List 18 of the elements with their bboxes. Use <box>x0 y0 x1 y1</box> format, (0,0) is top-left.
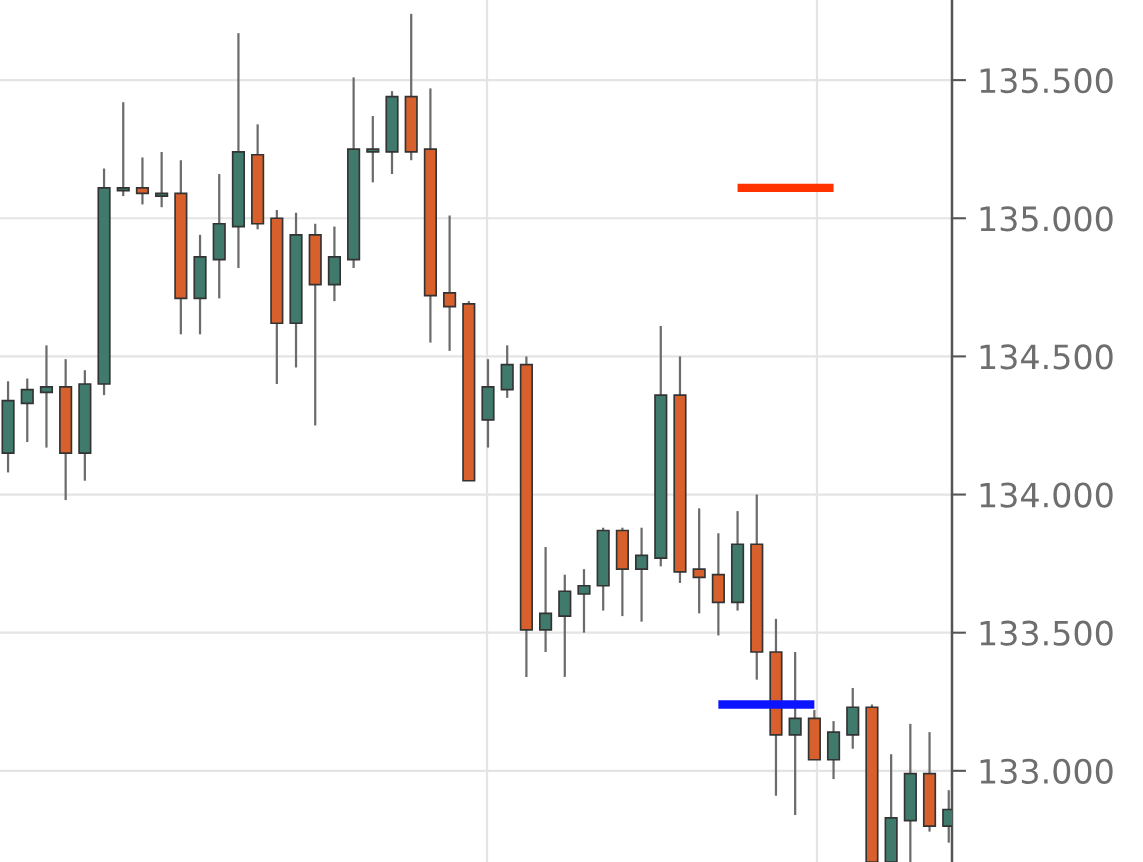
candlestick <box>538 545 553 654</box>
candlestick <box>788 650 802 817</box>
candlestick <box>634 526 649 623</box>
candlestick <box>135 156 150 206</box>
candlestick <box>155 150 169 209</box>
y-tick-label: 135.500 <box>980 68 1113 94</box>
y-tick-label: 134.000 <box>980 482 1113 508</box>
candlestick <box>366 114 380 184</box>
y-tick-label: 133.500 <box>980 620 1113 646</box>
candlestick <box>692 507 706 615</box>
candlestick <box>577 568 591 634</box>
candlestick <box>116 101 130 198</box>
y-tick-label: 133.000 <box>980 758 1113 784</box>
candlestick <box>39 344 54 449</box>
y-tick-label: 135.000 <box>980 206 1113 232</box>
candlestick <box>20 377 34 444</box>
y-tick-label: 134.500 <box>980 344 1113 370</box>
candlestick <box>443 214 457 352</box>
